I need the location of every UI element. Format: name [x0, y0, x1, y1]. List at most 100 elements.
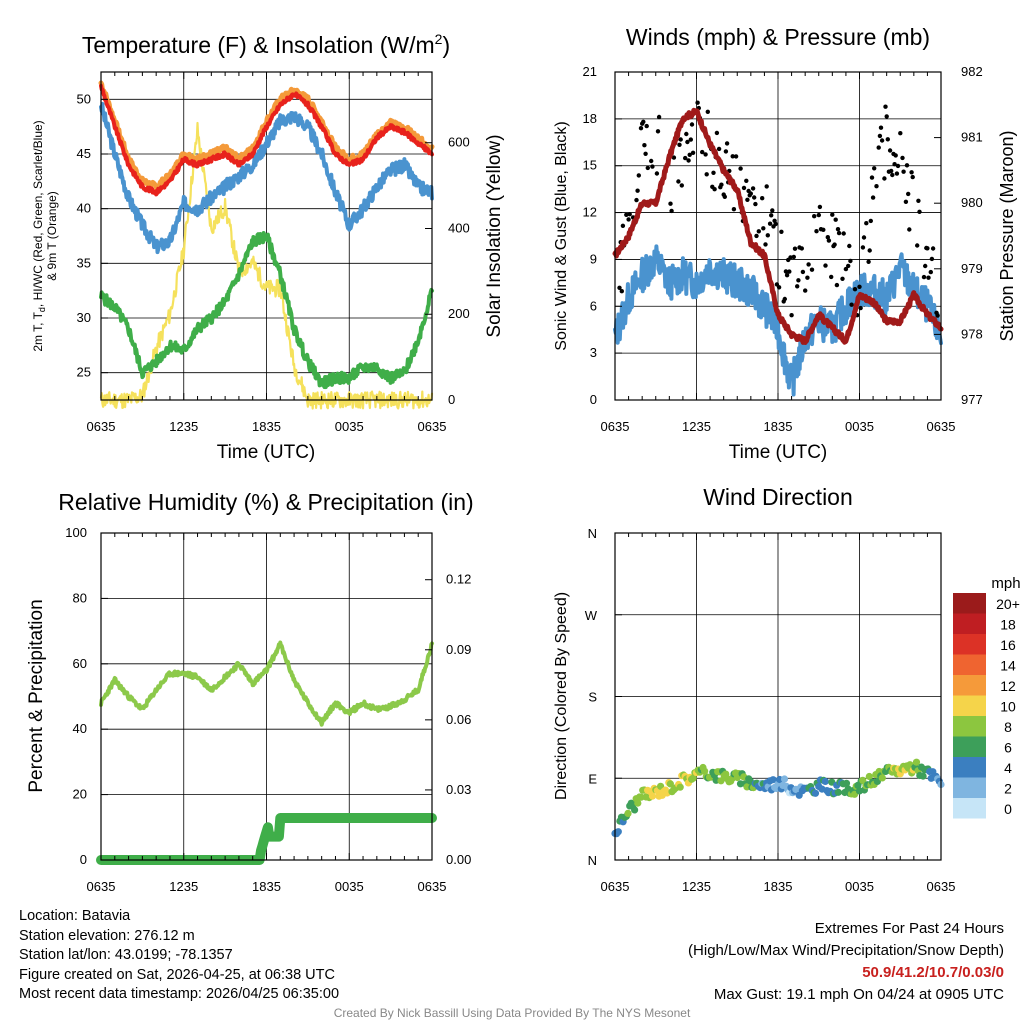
temp-y2tick-label: 200: [448, 306, 470, 321]
extremes-title: Extremes For Past 24 Hours: [814, 920, 1004, 937]
gust-point: [704, 172, 709, 177]
sonic-wind-line: [613, 244, 943, 397]
wind-ytick-label: 21: [583, 64, 597, 79]
wind-xtick-label: 0635: [601, 419, 630, 434]
legend-title: mph: [991, 575, 1020, 592]
gust-point: [731, 207, 737, 212]
direction-point: [657, 782, 665, 790]
gust-point: [800, 269, 806, 275]
direction-point: [614, 828, 622, 836]
gust-point: [907, 227, 912, 232]
wind-xtick-label: 0635: [927, 419, 956, 434]
gust-point: [915, 243, 920, 248]
legend-label: 20+: [996, 596, 1020, 612]
gust-point: [906, 191, 911, 197]
gust-point: [861, 235, 867, 240]
gust-point: [738, 166, 743, 171]
gust-point: [847, 243, 852, 249]
temp-ytick-label: 30: [77, 310, 91, 325]
gust-point: [686, 158, 691, 163]
gust-point: [916, 198, 921, 203]
gust-point: [765, 233, 770, 238]
wind-ytick-label: 6: [590, 298, 597, 313]
gust-point: [724, 141, 730, 146]
t2m-line: [99, 83, 434, 197]
gust-point: [750, 186, 756, 191]
direction-point: [634, 799, 642, 807]
dir-title: Wind Direction: [703, 484, 853, 510]
gust-point: [619, 289, 624, 294]
rh-y2tick-label: 0.09: [446, 642, 471, 657]
gust-point: [821, 227, 826, 232]
gust-point: [643, 151, 648, 156]
rh-minor-ticks: [100, 533, 433, 860]
gust-point: [730, 154, 735, 159]
gust-point: [833, 217, 838, 222]
gust-point: [817, 204, 823, 210]
gust-point: [723, 149, 729, 154]
gust-point: [754, 233, 759, 239]
speed-legend: mph 20+ 18 16 14 12 10 8 6 4 2 0: [953, 575, 1021, 819]
direction-point: [811, 789, 820, 797]
wind-ytick-label: 9: [590, 251, 597, 266]
temp-xtick-label: 0035: [335, 419, 364, 434]
gust-point: [885, 137, 890, 142]
rh-ytick-label: 100: [65, 525, 87, 540]
rh-xtick-label: 1835: [252, 879, 281, 894]
gust-point: [773, 221, 778, 227]
gust-point: [668, 201, 673, 206]
gust-point: [921, 274, 927, 280]
gust-point: [805, 275, 810, 280]
temp-title-main: Temperature (F) & Insolation (W/m: [82, 32, 435, 58]
dir-ylabel: Direction (Colored By Speed): [553, 592, 570, 800]
gust-point: [789, 313, 794, 318]
gust-point: [889, 168, 894, 174]
gust-point: [935, 313, 940, 318]
gust-point: [688, 137, 693, 142]
legend-swatch: [953, 613, 986, 634]
gust-point: [830, 212, 835, 217]
gust-point: [814, 229, 819, 234]
gust-point: [690, 150, 696, 155]
gust-point: [679, 183, 684, 188]
direction-point: [666, 780, 675, 788]
gust-point: [903, 199, 909, 204]
wind-xlabel: Time (UTC): [729, 442, 828, 463]
direction-point: [631, 806, 639, 814]
gust-point: [711, 170, 716, 175]
gust-point: [769, 213, 774, 218]
gust-point: [901, 169, 906, 174]
gust-point: [791, 254, 796, 260]
direction-point: [769, 776, 777, 784]
temp-y2tick-label: 600: [448, 135, 470, 150]
gust-point: [783, 269, 789, 274]
legend-label: 6: [1004, 740, 1012, 756]
gust-point: [900, 155, 905, 161]
direction-point: [701, 767, 709, 775]
extremes-subtitle: (High/Low/Max Wind/Precipitation/Snow De…: [688, 942, 1004, 959]
dir-xtick-label: 0635: [601, 879, 630, 894]
rh-y2tick-label: 0.12: [446, 572, 471, 587]
wind-xtick-label: 0035: [845, 419, 874, 434]
gust-point: [695, 100, 700, 105]
dewpoint-line: [99, 231, 434, 390]
created-text: Figure created on Sat, 2026-04-25, at 06…: [19, 966, 335, 983]
gust-point: [638, 126, 644, 131]
temp-ytick-label: 35: [77, 255, 91, 270]
temp-title-sup: 2: [435, 31, 443, 47]
gust-point: [763, 242, 768, 247]
gust-point: [832, 242, 837, 247]
dir-ytick-label: N: [588, 853, 597, 868]
wind-ytick-label: 15: [583, 158, 597, 173]
gust-point: [703, 152, 708, 157]
direction-point: [717, 777, 725, 785]
gust-point: [744, 178, 749, 183]
gust-point: [761, 226, 766, 231]
temp-title: Temperature (F) & Insolation (W/m2): [82, 31, 450, 58]
gust-point: [882, 176, 887, 181]
temp-y2tick-label: 400: [448, 220, 470, 235]
gust-point: [676, 179, 681, 184]
gust-point: [753, 201, 758, 207]
temp-xtick-label: 0635: [87, 419, 116, 434]
